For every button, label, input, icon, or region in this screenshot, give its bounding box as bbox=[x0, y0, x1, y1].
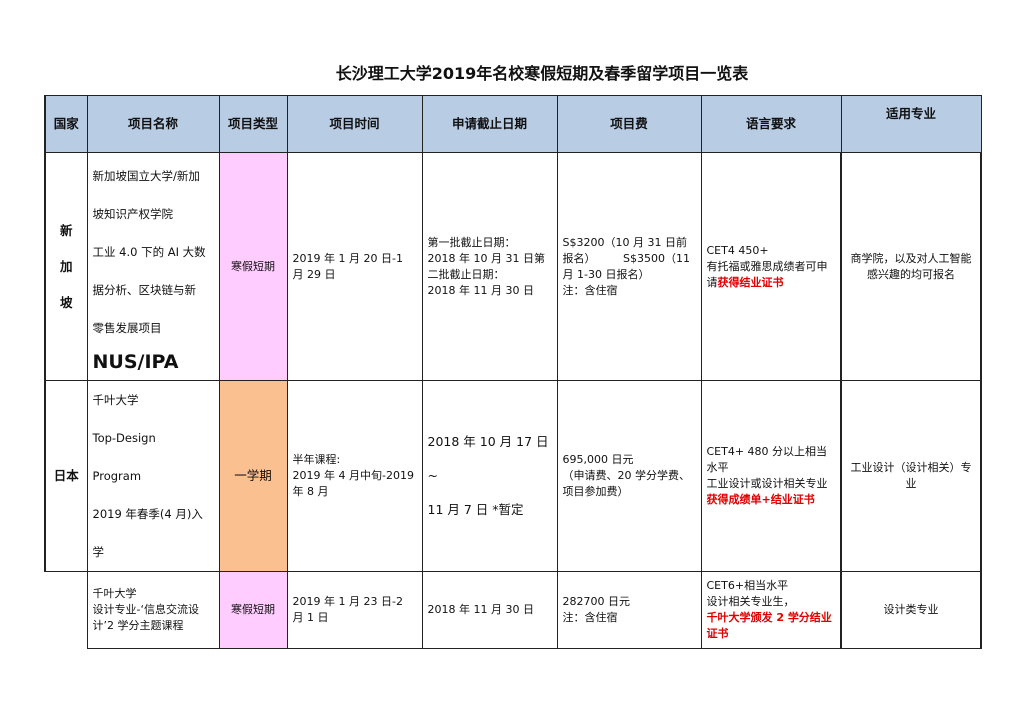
time-cell: 2019 年 1 月 23 日-2 月 1 日 bbox=[286, 571, 423, 649]
country-cell: 新加坡 bbox=[44, 152, 88, 381]
header-time: 项目时间 bbox=[286, 95, 423, 153]
deadline-line: 11 月 7 日 *暂定 bbox=[427, 502, 524, 517]
language-text: 有托福或雅思成绩者可申请 bbox=[706, 259, 828, 289]
language-line: CET6+相当水平 bbox=[706, 579, 789, 592]
language-cell: CET4+ 480 分以上相当水平 工业设计或设计相关专业 获得成绩单+结业证书 bbox=[700, 380, 842, 572]
name-line: Program bbox=[92, 469, 142, 483]
header-majors: 适用专业 bbox=[840, 95, 982, 153]
name-highlight: NUS/IPA bbox=[92, 350, 179, 373]
table-row: 日本 千叶大学 Top-Design Program 2019 年春季(4 月)… bbox=[44, 380, 982, 572]
header-type: 项目类型 bbox=[218, 95, 288, 153]
deadline-line: 2018 年 10 月 17 日~ bbox=[427, 434, 549, 483]
program-name-cell: 千叶大学 Top-Design Program 2019 年春季(4 月)入 学 bbox=[86, 380, 220, 572]
page-title: 长沙理工大学2019年名校寒假短期及春季留学项目一览表 bbox=[335, 64, 749, 83]
country-cell: 日本 bbox=[44, 380, 88, 572]
fee-line: 282700 日元 bbox=[562, 595, 631, 608]
deadline-cell: 第一批截止日期： 2018 年 10 月 31 日第二批截止日期： 2018 年… bbox=[421, 152, 558, 381]
country-text: 新加坡 bbox=[59, 222, 73, 310]
country-cell bbox=[45, 571, 88, 649]
header-country: 国家 bbox=[44, 95, 88, 153]
header-deadline: 申请截止日期 bbox=[421, 95, 558, 153]
name-line: 零售发展项目 bbox=[92, 320, 162, 335]
language-cell: CET4 450+ 有托福或雅思成绩者可申请获得结业证书 bbox=[700, 152, 842, 381]
deadline-cell: 2018 年 11 月 30 日 bbox=[421, 571, 558, 649]
table-header-row: 国家 项目名称 项目类型 项目时间 申请截止日期 项目费 语言要求 适用专业 bbox=[44, 95, 982, 153]
name-line: 千叶大学 bbox=[92, 587, 137, 600]
language-line: 设计相关专业生， bbox=[706, 595, 795, 608]
deadline-line: 2018 年 10 月 31 日第二批截止日期： bbox=[427, 251, 545, 281]
language-line: CET4 450+ bbox=[706, 243, 769, 257]
certificate-note: 千叶大学颁发 2 学分结业证书 bbox=[706, 611, 832, 640]
fee-cell: S$3200（10 月 31 日前报名） S$3500（11 月 1-30 日报… bbox=[556, 152, 702, 381]
deadline-line: 2018 年 11 月 30 日 bbox=[427, 283, 534, 297]
name-line: 2019 年春季(4 月)入 bbox=[92, 507, 203, 521]
fee-line: （申请费、20 学分学费、项目参加费） bbox=[562, 469, 691, 498]
certificate-note: 获得结业证书 bbox=[717, 275, 784, 289]
majors-cell: 工业设计（设计相关）专业 bbox=[840, 380, 982, 572]
fee-cell: 282700 日元 注：含住宿 bbox=[556, 571, 702, 649]
header-fee: 项目费 bbox=[556, 95, 702, 153]
name-line: 学 bbox=[92, 545, 105, 559]
language-line: 有托福或雅思成绩者可申请获得结业证书 bbox=[707, 259, 836, 291]
type-cell: 寒假短期 bbox=[218, 152, 288, 381]
program-name-cell: 千叶大学 设计专业-‘信息交流设计’2 学分主题课程 bbox=[86, 571, 220, 649]
fee-line: 695,000 日元 bbox=[562, 453, 634, 466]
name-line: 新加坡国立大学/新加 bbox=[92, 168, 200, 183]
fee-cell: 695,000 日元 （申请费、20 学分学费、项目参加费） bbox=[556, 380, 702, 572]
deadline-cell: 2018 年 10 月 17 日~ 11 月 7 日 *暂定 bbox=[421, 380, 558, 572]
time-cell: 2019 年 1 月 20 日-1 月 29 日 bbox=[286, 152, 423, 381]
language-line: CET4+ 480 分以上相当水平 bbox=[706, 445, 828, 474]
majors-cell: 商学院，以及对人工智能感兴趣的均可报名 bbox=[840, 152, 982, 381]
name-line: 工业 4.0 下的 AI 大数 bbox=[92, 244, 206, 259]
header-name: 项目名称 bbox=[86, 95, 220, 153]
program-name-cell: 新加坡国立大学/新加 坡知识产权学院 工业 4.0 下的 AI 大数 据分析、区… bbox=[86, 152, 220, 381]
fee-line: 注：含住宿 bbox=[562, 611, 618, 624]
time-cell: 半年课程: 2019 年 4 月中旬-2019 年 8 月 bbox=[286, 380, 423, 572]
program-table: 国家 项目名称 项目类型 项目时间 申请截止日期 项目费 语言要求 适用专业 新… bbox=[44, 95, 982, 649]
fee-line: S$3200（10 月 31 日前报名） S$3500（11 月 1-30 日报… bbox=[562, 235, 690, 281]
header-language: 语言要求 bbox=[700, 95, 842, 153]
time-line: 2019 年 4 月中旬-2019 年 8 月 bbox=[292, 469, 414, 498]
fee-line: 注：含住宿 bbox=[562, 283, 618, 297]
name-line: 坡知识产权学院 bbox=[92, 206, 174, 221]
language-line: 工业设计或设计相关专业 bbox=[706, 477, 828, 490]
majors-cell: 设计类专业 bbox=[840, 571, 982, 649]
name-line: Top-Design bbox=[92, 431, 156, 445]
name-line: 设计专业-‘信息交流设计’2 学分主题课程 bbox=[92, 603, 199, 632]
language-cell: CET6+相当水平 设计相关专业生， 千叶大学颁发 2 学分结业证书 bbox=[700, 571, 842, 649]
certificate-note: 获得成绩单+结业证书 bbox=[706, 493, 815, 506]
time-line: 半年课程: bbox=[292, 453, 341, 466]
name-line: 据分析、区块链与新 bbox=[92, 282, 197, 297]
deadline-line: 第一批截止日期： bbox=[427, 235, 516, 249]
type-cell: 寒假短期 bbox=[218, 571, 288, 649]
table-row: 千叶大学 设计专业-‘信息交流设计’2 学分主题课程 寒假短期 2019 年 1… bbox=[45, 571, 982, 649]
type-cell: 一学期 bbox=[218, 380, 288, 572]
table-row: 新加坡 新加坡国立大学/新加 坡知识产权学院 工业 4.0 下的 AI 大数 据… bbox=[44, 152, 982, 381]
name-line: 千叶大学 bbox=[92, 393, 139, 407]
